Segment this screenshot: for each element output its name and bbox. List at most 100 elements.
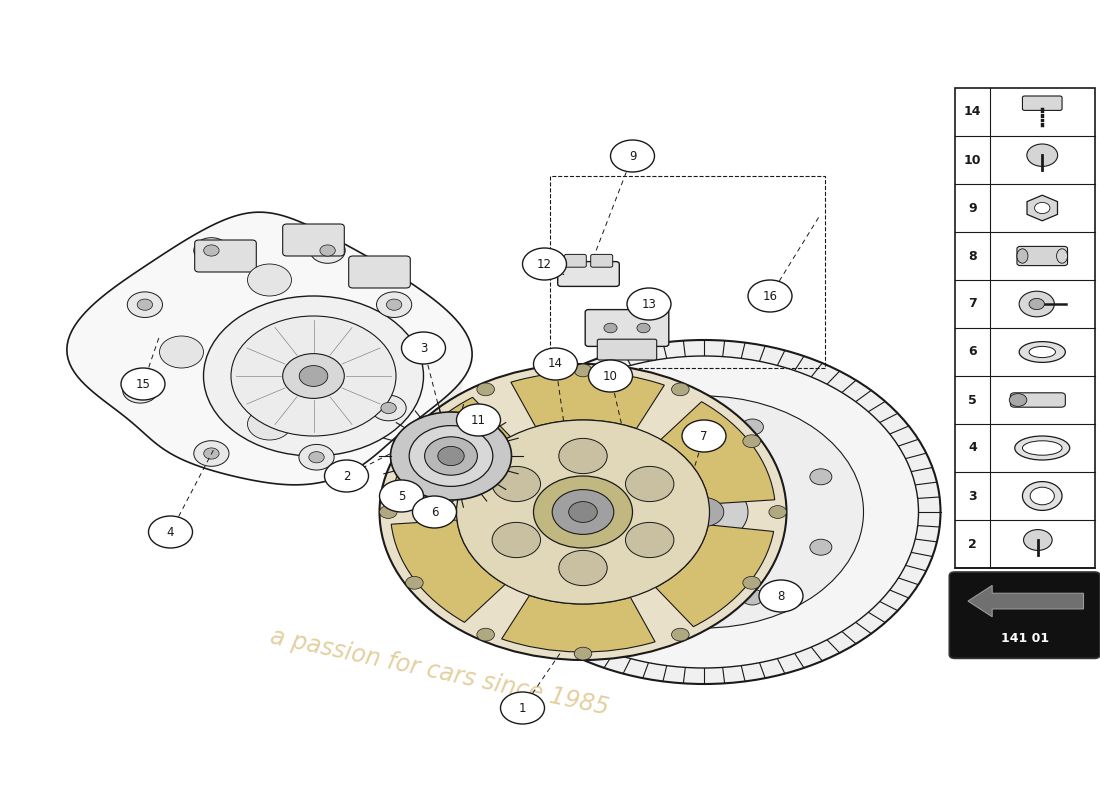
Circle shape — [742, 435, 760, 448]
FancyBboxPatch shape — [949, 572, 1100, 658]
Circle shape — [412, 496, 456, 528]
FancyBboxPatch shape — [564, 254, 586, 267]
Circle shape — [310, 238, 345, 263]
Text: 3: 3 — [420, 342, 427, 354]
Wedge shape — [510, 372, 664, 429]
Circle shape — [336, 336, 380, 368]
Circle shape — [569, 502, 597, 522]
Text: 9: 9 — [629, 150, 636, 162]
Text: 15: 15 — [135, 378, 151, 390]
Circle shape — [121, 368, 165, 400]
FancyBboxPatch shape — [1023, 96, 1062, 110]
Circle shape — [637, 323, 650, 333]
Circle shape — [477, 383, 495, 396]
FancyBboxPatch shape — [558, 262, 619, 286]
Circle shape — [406, 435, 424, 448]
Circle shape — [645, 589, 667, 605]
Circle shape — [645, 419, 667, 435]
Circle shape — [534, 476, 632, 548]
Text: 7: 7 — [968, 298, 977, 310]
Text: 5: 5 — [398, 490, 405, 502]
Ellipse shape — [1016, 249, 1027, 263]
Text: a passion for cars since 1985: a passion for cars since 1985 — [268, 624, 612, 720]
Circle shape — [248, 264, 292, 296]
Circle shape — [1026, 144, 1058, 166]
FancyBboxPatch shape — [591, 254, 613, 267]
Circle shape — [299, 445, 334, 470]
Circle shape — [627, 288, 671, 320]
Circle shape — [402, 332, 446, 364]
Circle shape — [626, 466, 674, 502]
Circle shape — [324, 460, 369, 492]
Circle shape — [248, 408, 292, 440]
Ellipse shape — [1030, 346, 1056, 358]
Circle shape — [379, 364, 786, 660]
Circle shape — [456, 420, 710, 604]
Circle shape — [204, 245, 219, 256]
Circle shape — [576, 539, 598, 555]
Circle shape — [138, 299, 153, 310]
Circle shape — [759, 580, 803, 612]
Circle shape — [490, 356, 918, 668]
FancyBboxPatch shape — [283, 224, 344, 256]
FancyBboxPatch shape — [597, 339, 657, 360]
Text: 4: 4 — [167, 526, 174, 538]
Circle shape — [522, 248, 566, 280]
Circle shape — [379, 506, 397, 518]
Ellipse shape — [1014, 436, 1069, 460]
Circle shape — [741, 419, 763, 435]
Wedge shape — [393, 398, 510, 499]
Circle shape — [133, 385, 148, 396]
Circle shape — [559, 550, 607, 586]
Circle shape — [148, 516, 192, 548]
Circle shape — [544, 396, 864, 628]
Circle shape — [576, 469, 598, 485]
Circle shape — [376, 292, 411, 318]
FancyBboxPatch shape — [585, 310, 669, 346]
Circle shape — [500, 692, 544, 724]
Circle shape — [231, 316, 396, 436]
Polygon shape — [968, 586, 1084, 617]
FancyBboxPatch shape — [195, 240, 256, 272]
Circle shape — [204, 296, 424, 456]
Text: 2: 2 — [343, 470, 350, 482]
Text: 1: 1 — [519, 702, 526, 714]
Circle shape — [1023, 530, 1052, 550]
Text: 6: 6 — [968, 346, 977, 358]
Circle shape — [492, 522, 540, 558]
Circle shape — [626, 522, 674, 558]
FancyBboxPatch shape — [1010, 393, 1066, 407]
Text: 14: 14 — [548, 358, 563, 370]
Circle shape — [1019, 291, 1054, 317]
Wedge shape — [661, 402, 774, 504]
Circle shape — [309, 452, 324, 463]
Circle shape — [671, 628, 689, 641]
Circle shape — [574, 364, 592, 377]
Circle shape — [552, 490, 614, 534]
Circle shape — [748, 280, 792, 312]
Circle shape — [468, 340, 940, 684]
Circle shape — [379, 480, 424, 512]
Circle shape — [1034, 202, 1049, 214]
Ellipse shape — [1022, 441, 1062, 455]
FancyBboxPatch shape — [349, 256, 410, 288]
Circle shape — [604, 323, 617, 333]
Circle shape — [160, 336, 204, 368]
Circle shape — [588, 360, 632, 392]
Circle shape — [1031, 487, 1054, 505]
Text: 13: 13 — [641, 298, 657, 310]
Text: 10: 10 — [964, 154, 981, 166]
Circle shape — [741, 589, 763, 605]
FancyBboxPatch shape — [1016, 246, 1067, 266]
Text: 8: 8 — [968, 250, 977, 262]
Circle shape — [682, 420, 726, 452]
Circle shape — [671, 383, 689, 396]
Circle shape — [456, 404, 501, 436]
Text: 4: 4 — [968, 442, 977, 454]
Wedge shape — [502, 595, 656, 652]
Circle shape — [742, 577, 760, 590]
Circle shape — [810, 469, 832, 485]
Ellipse shape — [1019, 342, 1065, 362]
Circle shape — [492, 466, 540, 502]
Text: 16: 16 — [762, 290, 778, 302]
